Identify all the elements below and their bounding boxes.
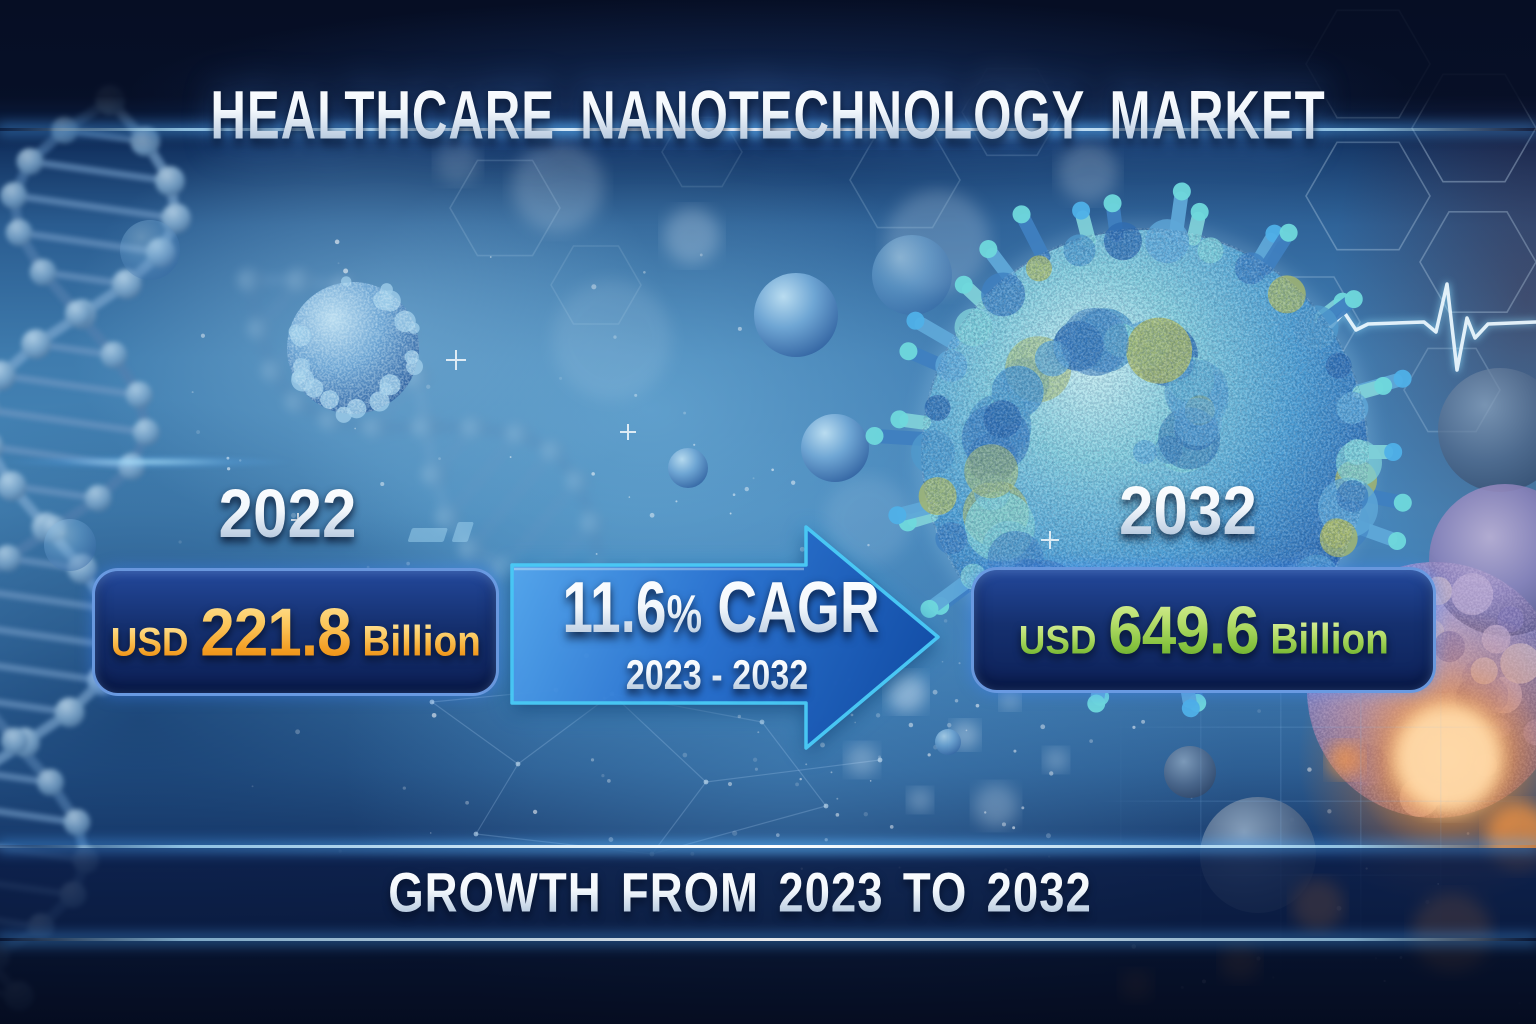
cagr-value: 11.6 bbox=[562, 567, 667, 649]
cagr-period: 2023 - 2032 bbox=[546, 651, 888, 699]
market-value-2032: 649.6 bbox=[1107, 591, 1259, 669]
value-badge-2022: USD 221.8 Billion bbox=[92, 568, 499, 696]
market-value-2022: 221.8 bbox=[199, 593, 351, 671]
sparkle-stars-graphic bbox=[291, 350, 1059, 549]
percent-sign: % bbox=[666, 584, 703, 644]
badge-text-row: USD 649.6 Billion bbox=[1018, 591, 1388, 669]
year-label-2022: 2022 bbox=[205, 475, 370, 553]
cagr-label: CAGR bbox=[717, 567, 880, 649]
currency-label: USD bbox=[1018, 618, 1097, 663]
year-label-2032: 2032 bbox=[1103, 472, 1273, 550]
lens-flare bbox=[0, 455, 370, 469]
unit-label: Billion bbox=[1270, 616, 1389, 663]
footer-streak-glow-top bbox=[80, 836, 1456, 860]
title-streak bbox=[0, 128, 1536, 131]
footer-streak-bottom bbox=[0, 938, 1536, 941]
footer-streak-top bbox=[0, 845, 1536, 848]
footer-caption: GROWTH FROM 2023 TO 2032 bbox=[37, 862, 1443, 925]
currency-label: USD bbox=[110, 620, 189, 665]
badge-text-row: USD 221.8 Billion bbox=[110, 593, 480, 671]
unit-label: Billion bbox=[362, 618, 481, 665]
footer-band bbox=[0, 848, 1536, 1024]
page-title: HEALTHCARE NANOTECHNOLOGY MARKET bbox=[92, 74, 1444, 153]
cagr-callout: 11.6% CAGR bbox=[550, 570, 892, 654]
hud-dashes-graphic bbox=[407, 522, 474, 542]
value-badge-2032: USD 649.6 Billion bbox=[971, 567, 1436, 693]
